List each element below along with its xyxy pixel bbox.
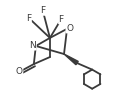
Text: F: F	[40, 6, 45, 15]
Polygon shape	[64, 54, 78, 65]
Text: O: O	[16, 67, 23, 76]
Text: F: F	[26, 14, 31, 23]
Text: F: F	[59, 15, 64, 24]
Text: N: N	[29, 41, 36, 50]
Text: O: O	[66, 24, 73, 33]
